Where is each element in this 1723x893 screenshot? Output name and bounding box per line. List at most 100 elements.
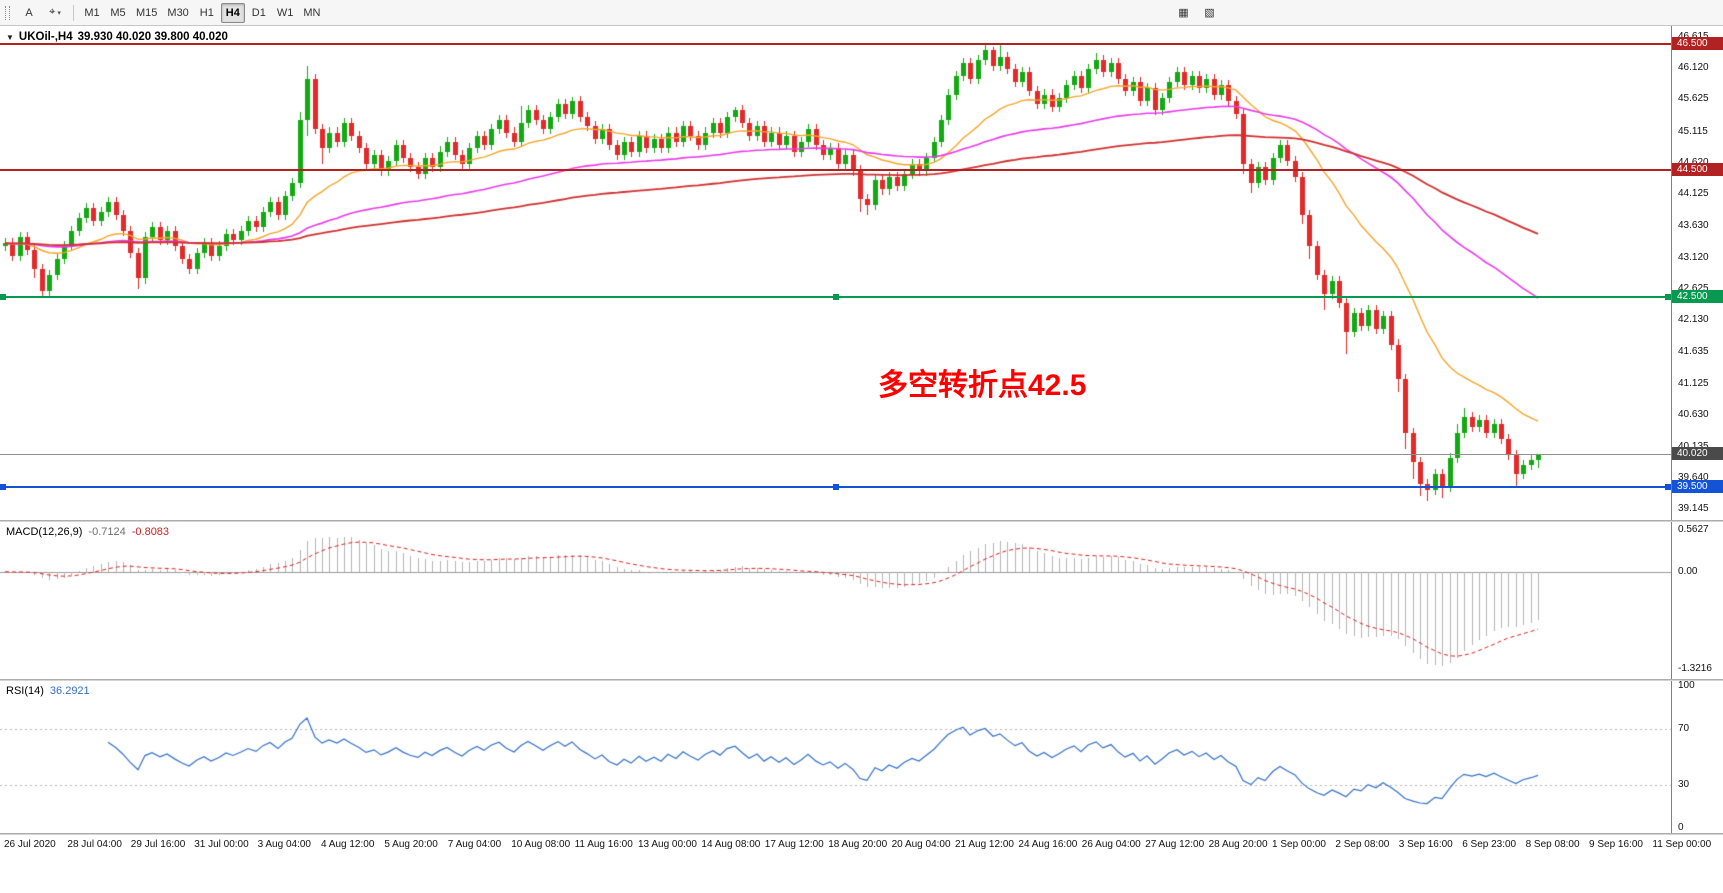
time-axis-label: 8 Sep 08:00 (1525, 839, 1580, 850)
time-axis-label: 24 Aug 16:00 (1018, 839, 1078, 850)
timeframe-button-M15[interactable]: M15 (132, 3, 161, 23)
time-axis-label: 21 Aug 12:00 (955, 839, 1014, 850)
rsi-axis-label: 30 (1678, 779, 1690, 791)
time-axis-label: 1 Sep 00:00 (1272, 839, 1326, 850)
time-axis-label: 2 Sep 08:00 (1335, 839, 1390, 850)
price-axis-label: 42.625 (1678, 283, 1709, 295)
time-axis-label: 9 Sep 16:00 (1589, 839, 1643, 850)
timeframe-button-H1[interactable]: H1 (195, 3, 219, 23)
time-axis-label: 26 Aug 04:00 (1081, 839, 1141, 850)
time-axis-label: 26 Jul 2020 (4, 839, 56, 850)
price-axis-label: 43.120 (1678, 251, 1709, 263)
crosshair-tool-button[interactable]: ⌖ ▾ (43, 3, 67, 23)
line-handle[interactable] (1665, 294, 1671, 300)
price-axis-label: 45.625 (1678, 93, 1709, 105)
panel-splitter-main-macd[interactable] (0, 520, 1723, 522)
price-axis-label: 39.145 (1678, 503, 1709, 515)
macd-label: MACD(12,26,9) (6, 526, 83, 538)
timeframe-button-M1[interactable]: M1 (80, 3, 104, 23)
text-annotation[interactable]: 多空转折点42.5 (878, 369, 1087, 402)
timeframe-bar: M1 M5 M15 M30 H1 H4 D1 W1 MN (79, 2, 325, 23)
rsi-axis-label: 100 (1678, 680, 1695, 691)
toolbar-extra-button-1[interactable]: ▦ (1171, 3, 1195, 23)
time-axis-label: 7 Aug 04:00 (447, 839, 502, 850)
price-axis-column[interactable] (1671, 26, 1723, 835)
time-axis-label: 18 Aug 20:00 (828, 839, 888, 850)
price-badge-46.500: 46.500 (1672, 36, 1723, 50)
time-axis-label: 6 Sep 23:00 (1462, 839, 1517, 850)
toolbar-extra-button-2[interactable]: ▧ (1197, 3, 1221, 23)
price-axis-label: 44.620 (1678, 156, 1709, 168)
chart-ohlc-header: ▼ UKOil-,H4 39.930 40.020 39.800 40.020 (6, 31, 228, 43)
timeframe-button-M30[interactable]: M30 (163, 3, 192, 23)
rsi-axis-label: 0 (1678, 822, 1684, 833)
time-axis-label: 29 Jul 16:00 (130, 839, 186, 850)
resistance-line-46500[interactable] (0, 43, 1671, 45)
time-axis-label: 5 Aug 20:00 (384, 839, 438, 850)
chevron-down-icon: ▾ (57, 9, 61, 17)
timeframe-button-D1[interactable]: D1 (247, 3, 271, 23)
price-chart-canvas[interactable] (0, 26, 1671, 520)
price-axis-label: 41.125 (1678, 378, 1709, 390)
macd-header: MACD(12,26,9) -0.7124 -0.8083 (6, 526, 169, 538)
chart-dropdown-icon[interactable]: ▼ (6, 32, 14, 42)
toolbar-extra-buttons: ▦ ▧ (1170, 3, 1222, 23)
time-axis-label: 14 Aug 08:00 (701, 839, 761, 850)
macd-axis-label: -1.3216 (1678, 663, 1712, 675)
toolbar-separator (73, 4, 74, 21)
price-axis-label: 39.640 (1678, 472, 1709, 484)
price-axis-label: 44.125 (1678, 188, 1709, 200)
price-badge-42.500: 42.500 (1672, 290, 1723, 304)
price-badge-44.500: 44.500 (1672, 163, 1723, 177)
text-tool-button[interactable]: A (17, 3, 41, 23)
rsi-axis-label: 70 (1678, 722, 1690, 734)
timeframe-button-M5[interactable]: M5 (106, 3, 130, 23)
time-axis-label: 17 Aug 12:00 (764, 839, 824, 850)
macd-main-value: -0.7124 (88, 526, 126, 538)
ohlc-values: 39.930 40.020 39.800 40.020 (77, 31, 228, 43)
price-axis-label: 46.120 (1678, 61, 1709, 73)
macd-canvas[interactable] (0, 522, 1671, 679)
macd-axis-label: 0.5627 (1678, 524, 1709, 536)
time-axis-label: 3 Aug 04:00 (257, 839, 311, 850)
line-handle[interactable] (1665, 484, 1671, 490)
line-handle[interactable] (832, 294, 839, 300)
time-axis-label: 20 Aug 04:00 (891, 839, 951, 850)
line-handle[interactable] (832, 484, 839, 490)
current-price-line (0, 454, 1671, 455)
price-badge-40.020: 40.020 (1672, 446, 1723, 460)
price-axis-label: 43.630 (1678, 219, 1709, 231)
price-axis-label: 46.615 (1678, 31, 1709, 43)
price-axis-label: 45.115 (1678, 125, 1708, 137)
timeframe-button-H4[interactable]: H4 (220, 2, 245, 23)
line-handle[interactable] (0, 484, 6, 490)
price-badge-39.500: 39.500 (1672, 479, 1723, 493)
panel-splitter-macd-rsi[interactable] (0, 679, 1723, 681)
time-axis-label: 10 Aug 08:00 (511, 839, 571, 850)
timeframe-button-W1[interactable]: W1 (273, 3, 298, 23)
time-axis-label: 27 Aug 12:00 (1145, 839, 1205, 850)
rsi-label: RSI(14) (6, 685, 44, 697)
time-axis-label: 28 Jul 04:00 (67, 839, 122, 850)
toolbar-grip-icon[interactable] (5, 5, 10, 20)
time-axis-label: 11 Sep 00:00 (1652, 839, 1712, 850)
line-handle[interactable] (0, 294, 6, 300)
time-axis-label: 4 Aug 12:00 (321, 839, 375, 850)
price-axis-label: 42.130 (1678, 314, 1709, 326)
time-axis-label: 11 Aug 16:00 (574, 839, 633, 850)
time-axis-label: 31 Jul 00:00 (194, 839, 249, 850)
timeframe-button-MN[interactable]: MN (299, 3, 324, 23)
support-line-39500[interactable] (0, 484, 1671, 490)
crosshair-icon: ⌖ (49, 6, 56, 18)
panel-splitter-rsi-time[interactable] (0, 833, 1723, 835)
resistance-line-44500[interactable] (0, 169, 1671, 171)
time-axis[interactable]: 26 Jul 2020 28 Jul 04:00 29 Jul 16:00 31 Ju… (0, 835, 1723, 860)
macd-signal-value: -0.8083 (131, 526, 170, 538)
rsi-canvas[interactable] (0, 681, 1671, 833)
price-axis-label: 40.630 (1678, 409, 1709, 421)
pivot-line-42500[interactable] (0, 294, 1671, 300)
macd-axis-label: 0.00 (1678, 565, 1698, 577)
price-axis-label: 41.635 (1678, 345, 1709, 357)
symbol-label: UKOil-,H4 (18, 31, 73, 43)
